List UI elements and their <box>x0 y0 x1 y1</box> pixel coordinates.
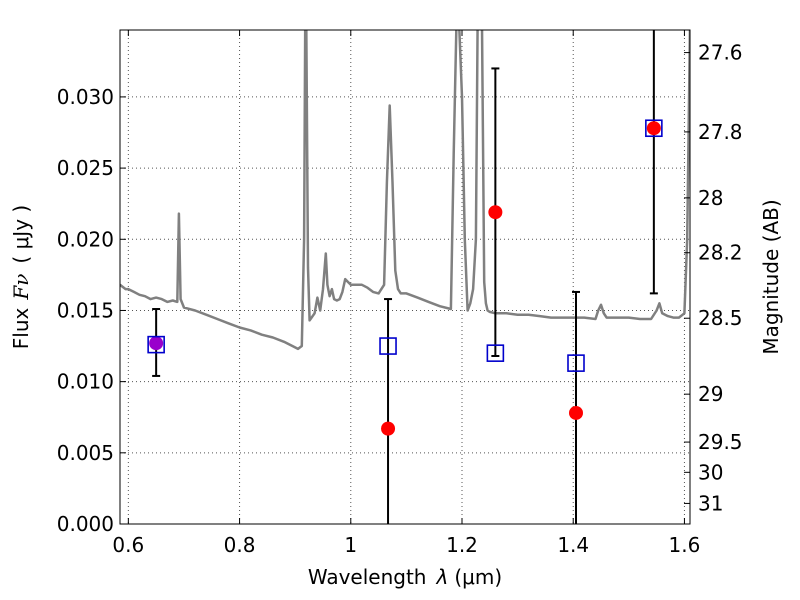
y2-tick-label: 31 <box>698 491 723 515</box>
y-tick-label: 0.030 <box>57 85 114 109</box>
y2-tick-label: 29.5 <box>698 430 743 454</box>
plot-frame <box>119 29 691 525</box>
x-tick-label: 0.8 <box>224 533 256 557</box>
y-tick-label: 0.000 <box>57 512 114 536</box>
y-tick-label: 0.005 <box>57 441 114 465</box>
x-tick-label: 0.6 <box>112 533 144 557</box>
template-spectrum-line <box>120 30 690 351</box>
x-tick-label: 1.6 <box>669 533 701 557</box>
y-axis-label: FluxFν( μJy ) <box>9 205 33 349</box>
y-tick-label: 0.025 <box>57 156 114 180</box>
observed-point <box>646 121 661 136</box>
observed-point <box>149 336 164 351</box>
grid <box>120 30 690 525</box>
y2-tick-label: 30 <box>698 460 723 484</box>
observed-points-layer <box>149 121 661 436</box>
y2-tick-label: 27.8 <box>698 120 743 144</box>
y2-tick-label: 29 <box>698 382 723 406</box>
tick-labels: 0.6 0.8 1 1.2 1.4 1.6 0.000 0.005 0.010 0.015 0.02… <box>57 41 743 557</box>
x-tick-label: 1 <box>344 533 357 557</box>
y2-tick-label: 27.6 <box>698 41 743 65</box>
x-tick-label: 1.2 <box>446 533 478 557</box>
y-tick-label: 0.015 <box>57 298 114 322</box>
model-point <box>486 344 505 362</box>
observed-point <box>381 421 396 436</box>
model-point <box>147 335 165 354</box>
y2-tick-label: 28.5 <box>698 306 743 330</box>
x-tick-label: 1.4 <box>557 533 589 557</box>
y2-tick-label: 28 <box>698 186 723 210</box>
y-tick-label: 0.010 <box>57 370 114 394</box>
model-point <box>379 337 397 355</box>
errorbar-layer <box>152 30 658 524</box>
x-axis-label: Wavelength λ (μm) <box>308 565 502 589</box>
template-spectrum-layer <box>120 30 690 351</box>
model-point <box>567 354 585 372</box>
y-tick-label: 0.020 <box>57 227 114 251</box>
model-points-layer <box>147 119 663 372</box>
ticks <box>120 30 690 525</box>
y2-axis-label: Magnitude (AB) <box>759 199 783 354</box>
observed-point <box>488 205 503 220</box>
model-point <box>645 119 663 138</box>
y2-tick-label: 28.2 <box>698 241 743 265</box>
observed-point <box>569 405 583 420</box>
